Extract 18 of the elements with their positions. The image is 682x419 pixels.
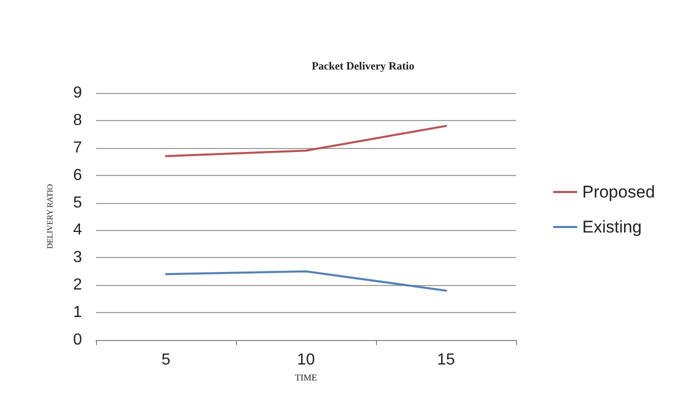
legend-label: Proposed bbox=[582, 182, 656, 202]
y-tick-label: 3 bbox=[73, 249, 82, 266]
y-tick-label: 8 bbox=[73, 112, 82, 129]
x-tick-label: 15 bbox=[437, 352, 455, 368]
chart-title: Packet Delivery Ratio bbox=[312, 60, 415, 72]
y-tick-label: 9 bbox=[73, 84, 82, 102]
y-tick-label: 4 bbox=[73, 222, 82, 239]
y-tick-label: 6 bbox=[73, 166, 82, 184]
y-tick-label: 2 bbox=[73, 276, 82, 294]
y-tick-label: 7 bbox=[73, 139, 82, 156]
x-tick-label: 10 bbox=[297, 352, 315, 368]
x-tick-label: 5 bbox=[162, 352, 171, 368]
y-axis-title: DELIVERY RATIO bbox=[46, 184, 54, 249]
y-tick-label: 0 bbox=[73, 332, 82, 348]
y-tick-label: 5 bbox=[73, 194, 82, 212]
legend-label: Existing bbox=[582, 218, 642, 236]
y-tick-label: 1 bbox=[73, 304, 82, 322]
x-axis-title: TIME bbox=[295, 372, 318, 382]
